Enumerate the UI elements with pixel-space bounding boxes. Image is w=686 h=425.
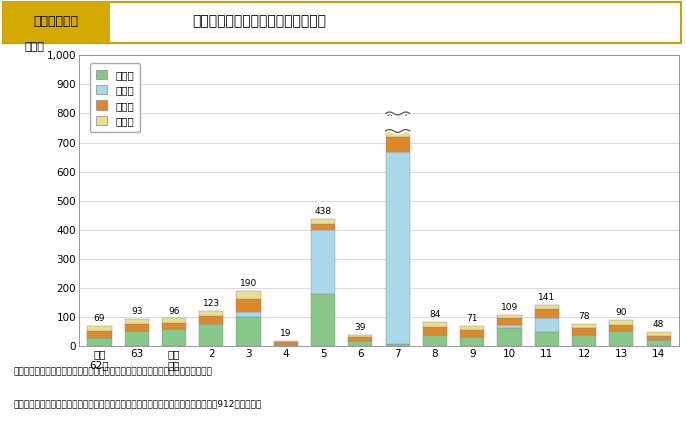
Bar	[572, 324, 596, 329]
Bar	[348, 337, 372, 341]
Bar	[534, 305, 559, 309]
Bar	[311, 230, 335, 294]
Bar	[311, 224, 335, 230]
Bar	[311, 219, 335, 224]
Text: （人）: （人）	[25, 42, 45, 52]
Bar	[572, 335, 596, 346]
Bar	[348, 335, 372, 337]
Bar	[125, 319, 149, 324]
Text: 48: 48	[653, 320, 664, 329]
Text: 438: 438	[314, 207, 331, 216]
Bar	[237, 317, 261, 346]
Bar	[646, 336, 671, 340]
Text: 39: 39	[355, 323, 366, 332]
Bar	[534, 318, 559, 332]
Bar	[460, 337, 484, 346]
Text: 19: 19	[280, 329, 292, 338]
FancyBboxPatch shape	[3, 2, 681, 43]
Bar	[274, 341, 298, 342]
Bar	[423, 327, 447, 335]
Text: 84: 84	[429, 310, 440, 319]
Bar	[199, 324, 224, 346]
Text: 6481: 6481	[386, 112, 409, 121]
Text: 190: 190	[240, 279, 257, 288]
Bar	[646, 340, 671, 346]
Bar	[497, 326, 521, 329]
Bar	[237, 299, 261, 312]
Bar	[423, 322, 447, 327]
Bar	[237, 291, 261, 299]
Text: 災害原因別死者・行方不明者の状況: 災害原因別死者・行方不明者の状況	[192, 14, 326, 28]
FancyBboxPatch shape	[3, 2, 110, 43]
Bar	[386, 125, 410, 137]
Bar	[386, 137, 410, 152]
Text: 96: 96	[168, 306, 180, 315]
Text: 注）　消防庁資料を基に，内閣府において作成。地震には津波によるものを含む。: 注） 消防庁資料を基に，内閣府において作成。地震には津波によるものを含む。	[14, 367, 213, 376]
Bar	[534, 332, 559, 346]
Bar	[125, 331, 149, 346]
Bar	[274, 342, 298, 345]
Bar	[199, 315, 224, 324]
Text: 123: 123	[202, 299, 220, 308]
Bar	[572, 329, 596, 335]
Bar	[609, 331, 633, 346]
Bar	[497, 314, 521, 318]
Bar	[460, 326, 484, 330]
Bar	[162, 318, 186, 323]
Bar	[609, 320, 633, 325]
Text: 109: 109	[501, 303, 518, 312]
Legend: 風水害, 地　震, 雪　害, その他: 風水害, 地 震, 雪 害, その他	[90, 63, 140, 133]
Bar	[162, 329, 186, 346]
Bar	[423, 335, 447, 346]
Text: 69: 69	[94, 314, 105, 323]
Bar	[646, 332, 671, 336]
Bar	[460, 330, 484, 337]
Text: 93: 93	[131, 307, 143, 316]
Bar	[497, 318, 521, 326]
Bar	[311, 294, 335, 346]
Bar	[87, 337, 112, 346]
Text: 78: 78	[578, 312, 590, 321]
Bar	[237, 312, 261, 317]
Bar	[199, 311, 224, 315]
Text: 141: 141	[539, 293, 556, 303]
Bar	[125, 324, 149, 331]
Bar	[497, 329, 521, 346]
Text: 71: 71	[466, 314, 478, 323]
Bar	[386, 152, 410, 344]
Bar	[534, 309, 559, 318]
Bar	[87, 331, 112, 337]
Bar	[609, 325, 633, 331]
Bar	[386, 344, 410, 346]
Bar	[162, 323, 186, 329]
Text: 図１－２－２: 図１－２－２	[34, 15, 79, 28]
Text: 90: 90	[615, 308, 627, 317]
Bar	[274, 345, 298, 346]
Bar	[87, 326, 112, 331]
Text: 平成７年の死者のうち，阪神・淡路大震災の死者については，いわゆる関連死912名を含む。: 平成７年の死者のうち，阪神・淡路大震災の死者については，いわゆる関連死912名を…	[14, 399, 262, 408]
Bar	[348, 341, 372, 346]
